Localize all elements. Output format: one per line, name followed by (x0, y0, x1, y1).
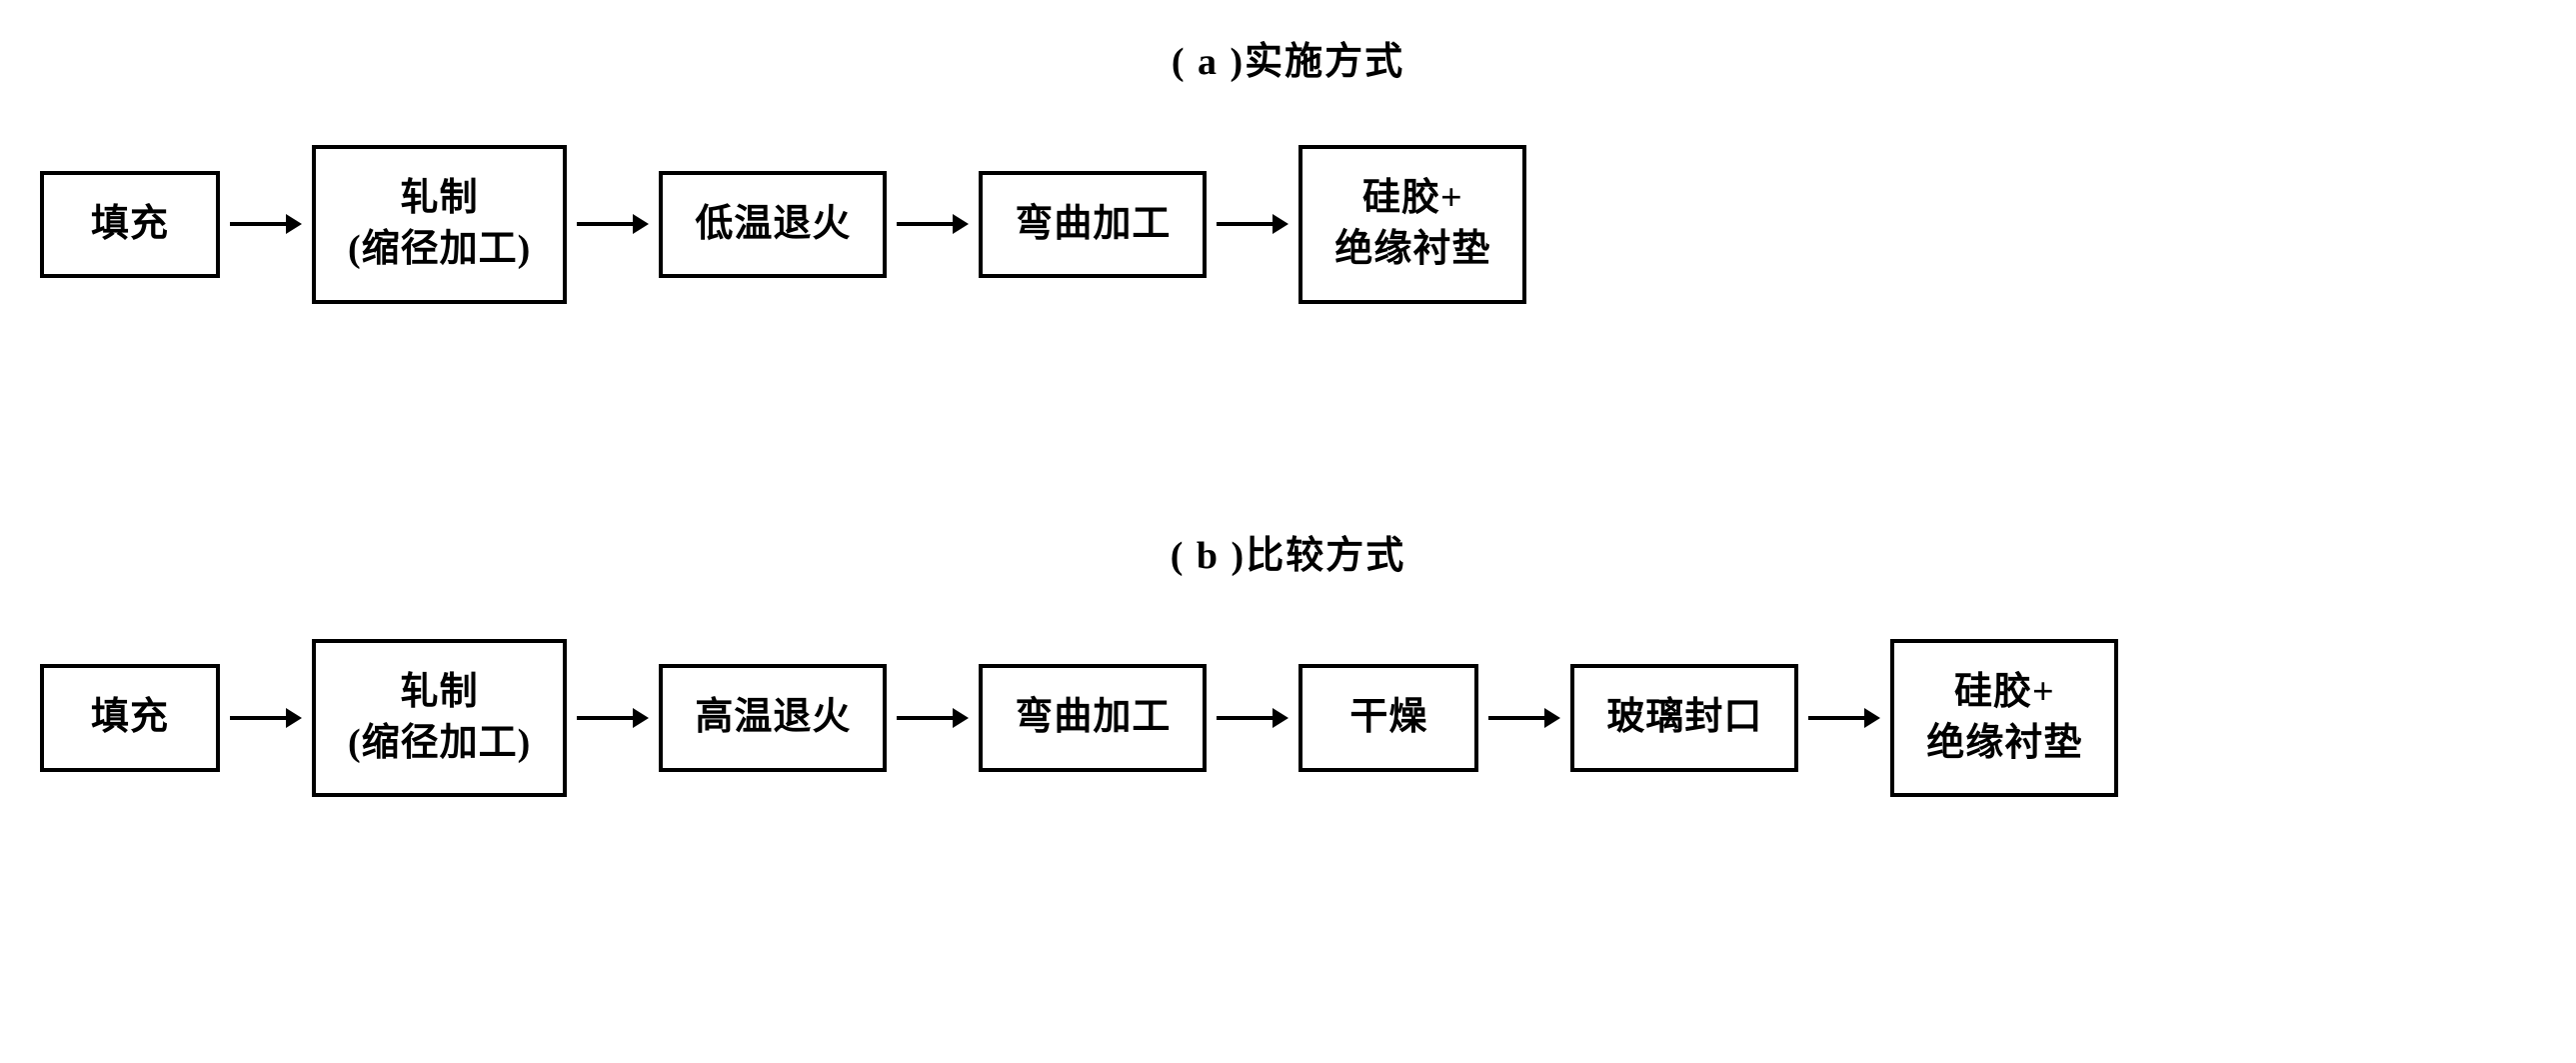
box-text: 绝缘衬垫 (1334, 224, 1490, 275)
box-text: 硅胶+ (1926, 667, 2082, 718)
arrow-right-icon (567, 703, 659, 733)
box-text: (缩径加工) (348, 718, 531, 769)
section-a: ( a )实施方式 填充 轧制 (缩径加工) 低温退火 弯曲加工 硅胶+ (40, 30, 2536, 304)
box-text: 干燥 (1334, 692, 1442, 743)
box-b-2: 高温退火 (659, 664, 887, 771)
box-text: 玻璃封口 (1606, 692, 1762, 743)
box-text: 填充 (76, 199, 184, 250)
box-a-2: 低温退火 (659, 171, 887, 278)
arrow-right-icon (220, 209, 312, 239)
arrow-right-icon (1478, 703, 1570, 733)
box-b-1: 轧制 (缩径加工) (312, 639, 567, 798)
box-text: 硅胶+ (1334, 173, 1490, 224)
box-b-4: 干燥 (1298, 664, 1478, 771)
box-text: 绝缘衬垫 (1926, 718, 2082, 769)
box-a-1: 轧制 (缩径加工) (312, 145, 567, 304)
box-a-0: 填充 (40, 171, 220, 278)
box-text: 轧制 (348, 667, 531, 718)
arrow-right-icon (567, 209, 659, 239)
box-text: 轧制 (348, 173, 531, 224)
flow-b: 填充 轧制 (缩径加工) 高温退火 弯曲加工 干燥 (40, 639, 2536, 798)
box-b-0: 填充 (40, 664, 220, 771)
box-a-3: 弯曲加工 (979, 171, 1207, 278)
box-text: 弯曲加工 (1015, 199, 1171, 250)
box-text: 填充 (76, 692, 184, 743)
arrow-right-icon (1798, 703, 1890, 733)
box-text: 低温退火 (695, 199, 851, 250)
section-a-title: ( a )实施方式 (40, 30, 2536, 85)
section-b-title: ( b )比较方式 (40, 524, 2536, 579)
section-b: ( b )比较方式 填充 轧制 (缩径加工) 高温退火 弯曲加工 干燥 (40, 524, 2536, 798)
arrow-right-icon (220, 703, 312, 733)
box-b-6: 硅胶+ 绝缘衬垫 (1890, 639, 2118, 798)
box-b-5: 玻璃封口 (1570, 664, 1798, 771)
arrow-right-icon (1207, 703, 1298, 733)
arrow-right-icon (887, 703, 979, 733)
arrow-right-icon (887, 209, 979, 239)
arrow-right-icon (1207, 209, 1298, 239)
box-text: (缩径加工) (348, 224, 531, 275)
box-b-3: 弯曲加工 (979, 664, 1207, 771)
box-text: 弯曲加工 (1015, 692, 1171, 743)
box-a-4: 硅胶+ 绝缘衬垫 (1298, 145, 1526, 304)
flow-a: 填充 轧制 (缩径加工) 低温退火 弯曲加工 硅胶+ 绝缘衬垫 (40, 145, 2536, 304)
box-text: 高温退火 (695, 692, 851, 743)
